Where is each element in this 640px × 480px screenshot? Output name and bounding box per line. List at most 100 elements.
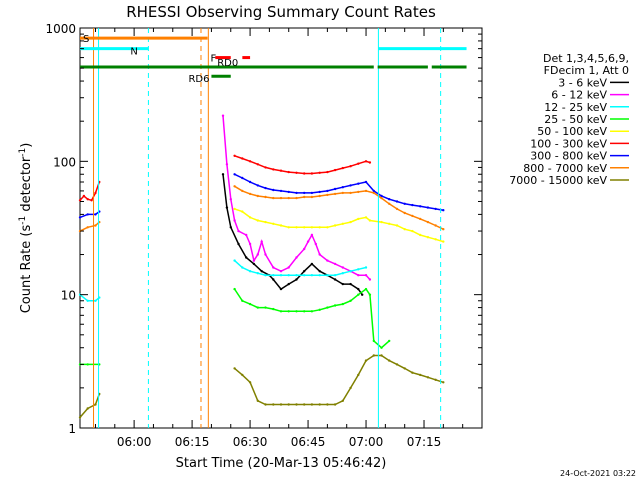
data-point-1 [229, 198, 232, 201]
data-point-1 [272, 266, 275, 269]
data-point-3 [272, 307, 275, 311]
data-point-7 [303, 195, 306, 199]
data-point-5 [233, 154, 236, 157]
data-point-5 [326, 170, 329, 174]
data-point-6 [248, 180, 252, 184]
data-point-8 [341, 399, 344, 402]
series-line-2 [234, 260, 367, 276]
data-point-7 [279, 196, 283, 200]
y-axis-label-tail: detector [19, 156, 34, 216]
data-point-1 [333, 262, 337, 266]
data-point-7 [372, 191, 375, 195]
data-point-2 [333, 274, 337, 277]
data-point-7 [333, 192, 337, 196]
data-point-8 [403, 367, 406, 370]
data-point-4 [349, 220, 352, 224]
data-point-5 [310, 172, 314, 175]
data-point-5 [78, 199, 82, 202]
legend-label: 6 - 12 keV [551, 89, 607, 102]
data-point-5 [357, 162, 360, 165]
series-line-2 [79, 294, 100, 302]
data-point-0 [279, 287, 283, 291]
data-point-4 [318, 226, 321, 229]
legend-header-line: Det 1,3,4,5,6,9, [543, 52, 629, 65]
data-point-7 [442, 228, 445, 231]
x-tick-label: 07:15 [407, 435, 442, 449]
legend-label: 25 - 50 keV [544, 113, 607, 126]
data-point-8 [333, 403, 337, 406]
data-point-0 [252, 262, 256, 266]
data-point-3 [303, 310, 306, 313]
x-tick-label: 07:00 [349, 435, 384, 449]
data-point-1 [318, 253, 321, 256]
data-point-2 [295, 274, 298, 277]
data-point-2 [341, 272, 344, 275]
data-point-1 [252, 259, 256, 262]
data-point-3 [380, 346, 383, 349]
legend-layer: Det 1,3,4,5,6,9,FDecim 1, Att 03 - 6 keV… [509, 52, 629, 187]
data-point-6 [256, 184, 259, 187]
data-point-8 [372, 354, 375, 357]
data-point-0 [333, 278, 337, 281]
x-tick-label: 06:45 [291, 435, 326, 449]
ticks-layer: 1 10 100 1000 06:00 06:15 06:30 06:45 07:00 07:15 [45, 22, 482, 449]
y-axis-label-end: ) [19, 143, 34, 148]
data-point-5 [287, 170, 290, 174]
y-tick-label: 1000 [45, 22, 76, 36]
legend-label: 3 - 6 keV [558, 76, 607, 89]
data-point-6 [419, 205, 422, 208]
data-point-4 [395, 224, 399, 227]
data-point-0 [221, 173, 225, 176]
data-point-4 [287, 226, 290, 229]
data-point-4 [364, 216, 368, 219]
data-point-8 [86, 407, 89, 410]
legend-label: 50 - 100 keV [537, 125, 607, 138]
data-point-2 [94, 299, 97, 302]
data-point-6 [395, 200, 399, 203]
data-point-3 [264, 306, 267, 309]
data-point-0 [272, 278, 275, 281]
plot-frame [79, 27, 483, 429]
data-point-7 [326, 193, 329, 197]
data-point-5 [341, 166, 344, 170]
data-point-7 [256, 194, 259, 198]
data-point-7 [94, 224, 97, 227]
data-point-6 [388, 198, 391, 201]
data-point-2 [303, 274, 306, 277]
data-point-1 [256, 253, 259, 256]
data-point-7 [86, 226, 89, 229]
data-point-6 [241, 176, 244, 180]
legend-label: 100 - 300 keV [530, 137, 607, 150]
data-point-7 [364, 189, 368, 193]
data-point-7 [388, 202, 391, 205]
data-point-4 [295, 226, 298, 229]
data-point-1 [225, 163, 229, 166]
data-point-6 [411, 203, 414, 207]
data-point-8 [318, 403, 321, 406]
data-point-3 [368, 293, 372, 296]
data-point-5 [349, 165, 352, 168]
state-label-s: S [83, 34, 89, 45]
data-point-2 [310, 274, 314, 277]
data-point-4 [380, 220, 383, 224]
data-point-8 [287, 403, 290, 406]
data-point-8 [388, 359, 391, 362]
series-line-4 [234, 208, 444, 243]
data-point-8 [434, 378, 437, 381]
data-point-7 [248, 192, 252, 196]
data-point-2 [287, 274, 290, 277]
data-point-1 [357, 274, 360, 277]
data-point-1 [248, 242, 252, 246]
data-point-5 [256, 163, 259, 166]
legend-label: 300 - 800 keV [530, 150, 607, 163]
state-label-rd0: RD0 [217, 58, 238, 69]
data-point-3 [86, 363, 89, 366]
data-point-2 [364, 266, 368, 269]
data-point-4 [411, 229, 414, 233]
y-axis-label-sup2: -1 [18, 148, 28, 157]
data-point-6 [303, 191, 306, 195]
data-point-2 [357, 268, 360, 271]
data-point-3 [364, 287, 368, 291]
data-point-6 [442, 209, 445, 212]
